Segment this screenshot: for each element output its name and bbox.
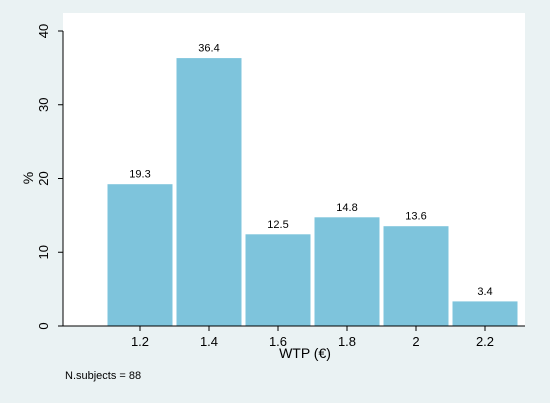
x-tick-label: 2.2 bbox=[476, 334, 494, 349]
y-tick-label: 20 bbox=[36, 171, 51, 185]
bar-1.4 bbox=[175, 57, 243, 327]
y-tick-label: 10 bbox=[36, 245, 51, 259]
bar-value-label: 14.8 bbox=[336, 202, 357, 214]
x-axis-title: WTP (€) bbox=[279, 345, 331, 361]
y-axis-ticks: 0 10 20 30 40 bbox=[36, 24, 63, 330]
x-tick-label: 1.2 bbox=[131, 334, 149, 349]
y-axis-title: % bbox=[20, 172, 36, 184]
x-tick-label: 1.4 bbox=[200, 334, 218, 349]
bar-value-label: 13.6 bbox=[405, 211, 426, 223]
y-tick-label: 30 bbox=[36, 98, 51, 112]
bar-1.8 bbox=[313, 216, 381, 327]
bar-value-label: 36.4 bbox=[198, 43, 219, 55]
y-tick-label: 0 bbox=[36, 322, 51, 329]
x-tick-label: 1.6 bbox=[269, 334, 287, 349]
bars-group bbox=[106, 57, 519, 327]
bar-2 bbox=[382, 225, 450, 327]
bar-value-label: 3.4 bbox=[477, 286, 492, 298]
bar-value-labels: 19.3 36.4 12.5 14.8 13.6 3.4 bbox=[129, 43, 492, 298]
x-tick-label: 2 bbox=[412, 334, 419, 349]
bar-1.2 bbox=[106, 183, 174, 327]
bar-1.6 bbox=[244, 233, 312, 327]
bar-value-label: 12.5 bbox=[267, 219, 288, 231]
y-tick-label: 40 bbox=[36, 24, 51, 38]
x-axis-ticks: 1.2 1.4 1.6 1.8 2 2.2 bbox=[131, 326, 494, 349]
x-tick-label: 1.8 bbox=[338, 334, 356, 349]
sample-size-note: N.subjects = 88 bbox=[65, 370, 141, 382]
bar-value-label: 19.3 bbox=[129, 169, 150, 181]
bar-2.2 bbox=[451, 300, 519, 327]
